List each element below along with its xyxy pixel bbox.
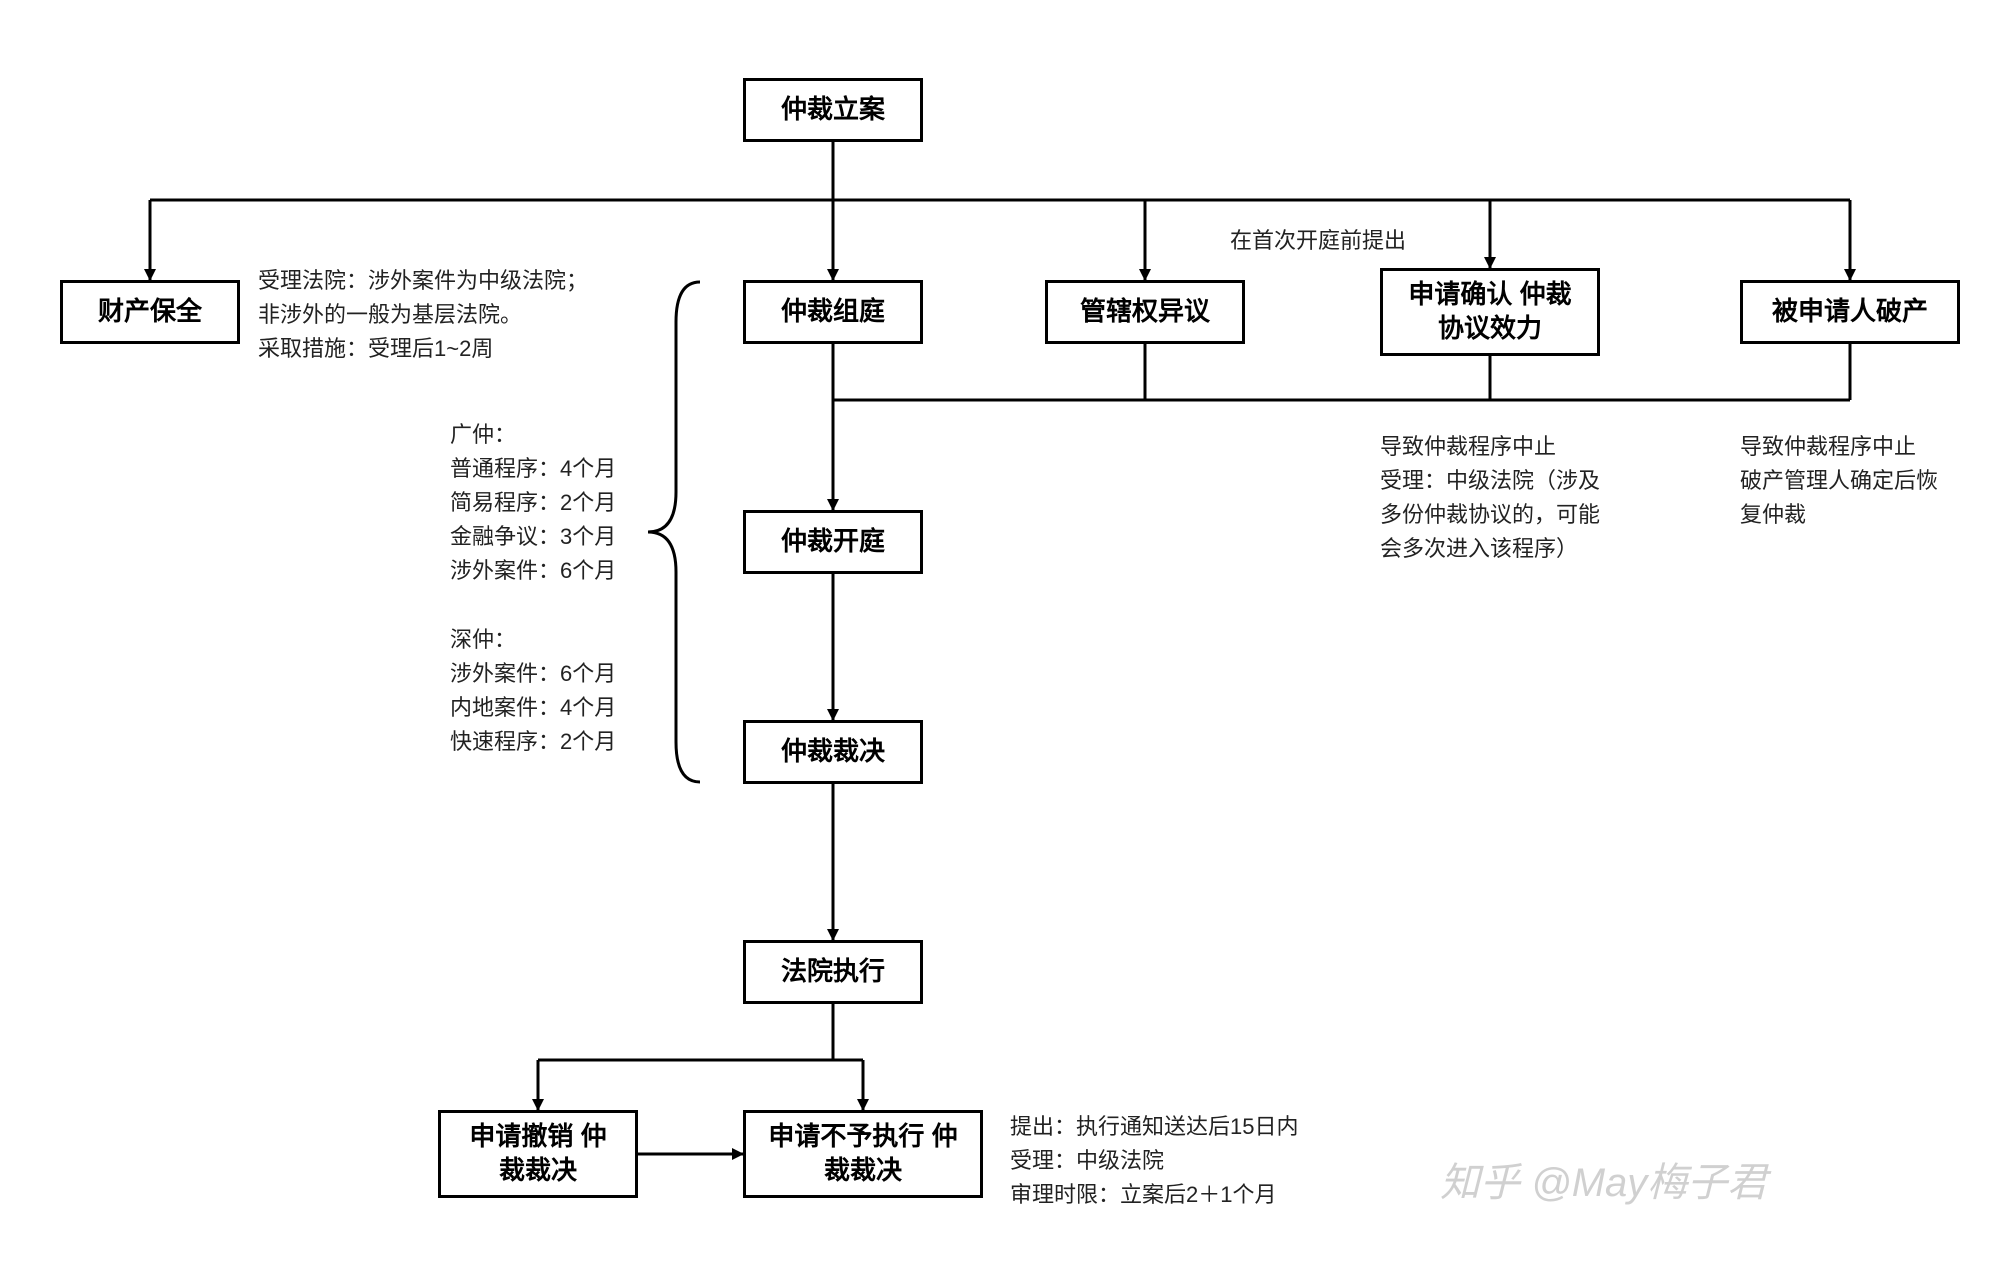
node-non-enforcement: 申请不予执行 仲裁裁决 — [743, 1110, 983, 1198]
node-label: 法院执行 — [781, 955, 885, 989]
flow-connectors — [0, 0, 2013, 1286]
node-label: 管辖权异议 — [1080, 295, 1210, 329]
note-non-enforcement: 提出：执行通知送达后15日内 受理：中级法院 审理时限：立案后2＋1个月 — [1010, 1110, 1298, 1212]
node-label: 仲裁立案 — [781, 93, 885, 127]
note-confirm-agreement: 导致仲裁程序中止 受理：中级法院（涉及 多份仲裁协议的，可能 会多次进入该程序） — [1380, 430, 1600, 566]
note-jurisdiction-timing: 在首次开庭前提出 — [1230, 224, 1406, 258]
node-award: 仲裁裁决 — [743, 720, 923, 784]
node-set-aside-award: 申请撤销 仲裁裁决 — [438, 1110, 638, 1198]
node-arbitration-filing: 仲裁立案 — [743, 78, 923, 142]
node-court-enforcement: 法院执行 — [743, 940, 923, 1004]
node-label: 仲裁裁决 — [781, 735, 885, 769]
node-jurisdiction-objection: 管辖权异议 — [1045, 280, 1245, 344]
node-label: 申请确认 仲裁协议效力 — [1405, 278, 1575, 346]
node-label: 申请撤销 仲裁裁决 — [463, 1120, 613, 1188]
node-label: 被申请人破产 — [1772, 295, 1928, 329]
note-bankruptcy: 导致仲裁程序中止 破产管理人确定后恢 复仲裁 — [1740, 430, 1938, 532]
node-label: 申请不予执行 仲裁裁决 — [768, 1120, 958, 1188]
node-tribunal-formation: 仲裁组庭 — [743, 280, 923, 344]
node-hearing: 仲裁开庭 — [743, 510, 923, 574]
note-timelines-bracket: 广仲： 普通程序：4个月 简易程序：2个月 金融争议：3个月 涉外案件：6个月 … — [450, 418, 616, 759]
node-label: 仲裁组庭 — [781, 295, 885, 329]
node-respondent-bankruptcy: 被申请人破产 — [1740, 280, 1960, 344]
node-label: 财产保全 — [98, 295, 202, 329]
note-property-preservation: 受理法院：涉外案件为中级法院； 非涉外的一般为基层法院。 采取措施：受理后1~2… — [258, 264, 588, 366]
node-property-preservation: 财产保全 — [60, 280, 240, 344]
watermark: 知乎 @May梅子君 — [1440, 1150, 1767, 1208]
node-label: 仲裁开庭 — [781, 525, 885, 559]
node-confirm-agreement: 申请确认 仲裁协议效力 — [1380, 268, 1600, 356]
